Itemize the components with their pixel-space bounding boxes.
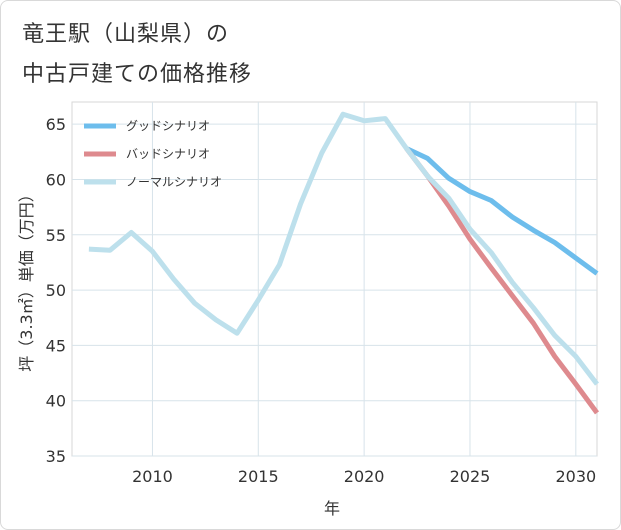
y-tick-label: 60	[46, 170, 66, 189]
x-tick-label: 2015	[238, 467, 279, 486]
x-tick-label: 2030	[555, 467, 596, 486]
y-tick-labels: 35 40 45 50 55 60 65	[46, 115, 66, 466]
x-tick-labels: 2010 2015 2020 2025 2030	[132, 467, 596, 486]
series-line-3	[88, 111, 599, 386]
y-tick-label: 45	[46, 336, 66, 355]
series-lines	[88, 111, 600, 415]
y-axis-label: 坪（3.3㎡）単価（万円）	[17, 186, 36, 371]
y-tick-label: 40	[46, 392, 66, 411]
legend-label: ノーマルシナリオ	[126, 175, 222, 189]
y-tick-label: 65	[46, 115, 66, 134]
y-tick-label: 55	[46, 226, 66, 245]
x-tick-label: 2025	[450, 467, 491, 486]
x-tick-label: 2020	[344, 467, 385, 486]
series-line-1	[405, 146, 599, 276]
x-tick-label: 2010	[132, 467, 173, 486]
legend-label: グッドシナリオ	[126, 119, 210, 133]
y-tick-label: 35	[46, 447, 66, 466]
grid-lines	[72, 102, 597, 457]
x-axis-label: 年	[324, 499, 340, 518]
legend-label: バッドシナリオ	[126, 147, 210, 161]
y-tick-label: 50	[46, 281, 66, 300]
chart-title-line2: 中古戸建ての価格推移	[22, 62, 253, 87]
chart-title-line1: 竜王駅（山梨県）の	[22, 22, 230, 47]
series-line-2	[404, 146, 600, 415]
